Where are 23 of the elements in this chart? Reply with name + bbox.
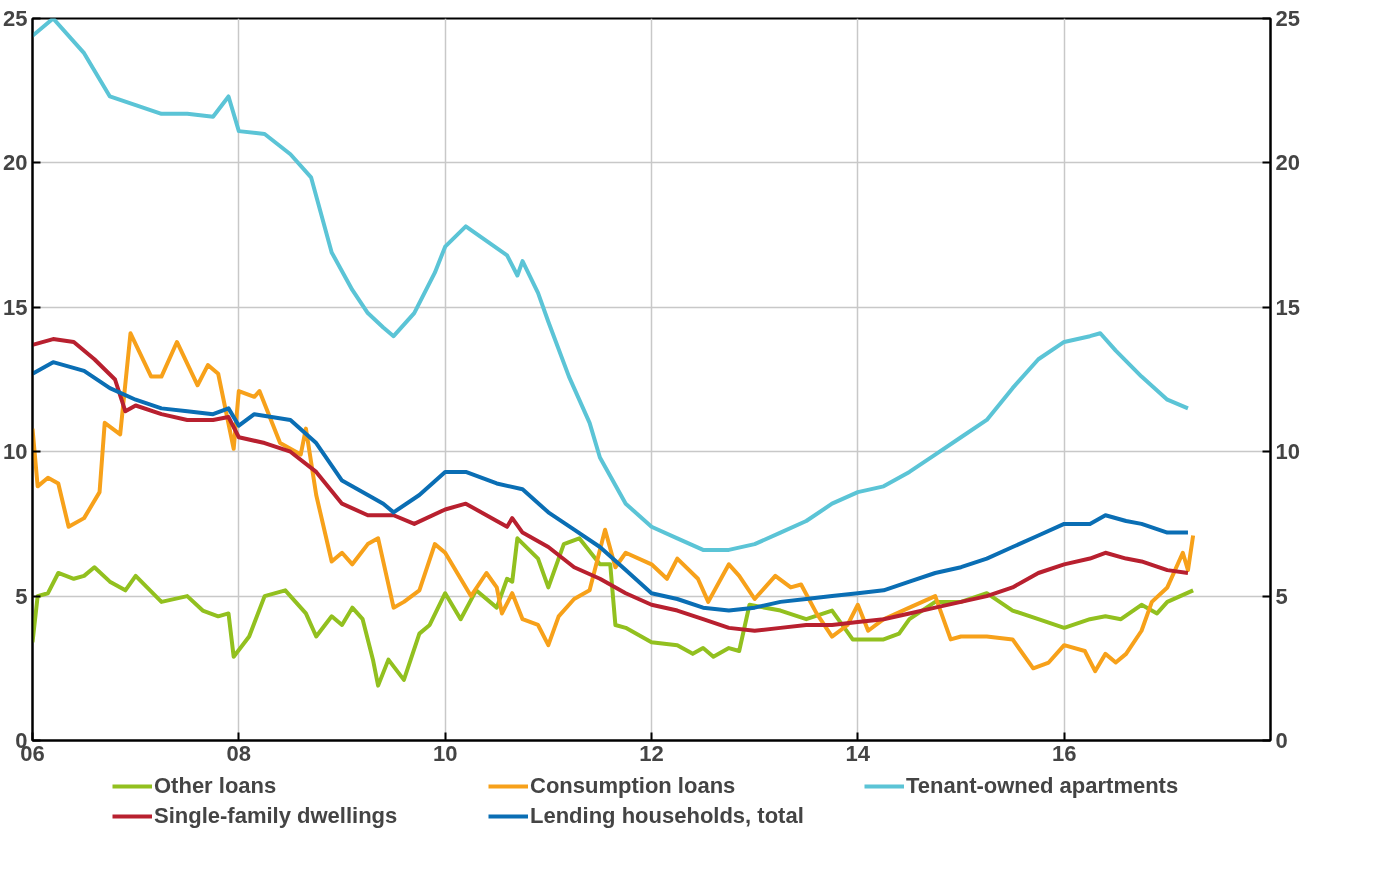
y2-tick-label: 15 <box>1275 294 1300 320</box>
legend-label: Consumption loans <box>530 773 737 799</box>
x-tick-label: 08 <box>226 740 252 766</box>
x-tick-label: 10 <box>432 740 458 766</box>
x-tick-label: 14 <box>845 740 871 766</box>
legend-label: Tenant-owned apartments <box>906 773 1180 799</box>
line-series <box>32 536 1196 688</box>
y-tick-label: 5 <box>15 583 28 609</box>
legend-label: Lending households, total <box>530 803 805 829</box>
y-tick-label: 15 <box>3 294 28 320</box>
x-tick-label: 16 <box>1051 740 1077 766</box>
y2-tick-label: 20 <box>1275 150 1300 176</box>
y-tick-label: 10 <box>3 439 28 465</box>
y2-tick-label: 25 <box>1275 6 1300 31</box>
y2-tick-label: 0 <box>1275 728 1288 753</box>
y-tick-label: 20 <box>3 150 28 176</box>
y2-tick-label: 10 <box>1275 439 1300 465</box>
x-tick-label: 12 <box>639 740 664 766</box>
line-series <box>32 18 1190 552</box>
y2-tick-label: 5 <box>1275 583 1288 609</box>
legend-label: Other loans <box>154 773 278 799</box>
legend-label: Single-family dwellings <box>154 803 399 829</box>
y-tick-label: 25 <box>3 6 28 31</box>
